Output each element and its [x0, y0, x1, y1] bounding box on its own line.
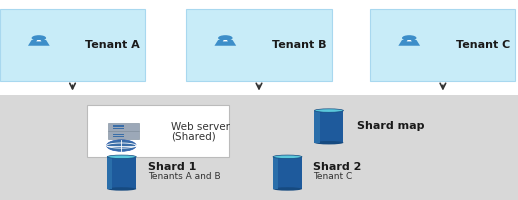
Text: Tenant B: Tenant B [272, 40, 326, 50]
Text: Shard 2: Shard 2 [313, 161, 362, 171]
Circle shape [402, 36, 416, 42]
Text: Tenant A: Tenant A [85, 40, 140, 50]
Text: Shard 1: Shard 1 [148, 161, 196, 171]
Bar [112, 136, 124, 137]
Bar [112, 134, 124, 135]
FancyBboxPatch shape [186, 10, 332, 82]
Bar [0, 96, 518, 200]
Bar [112, 126, 124, 127]
Bar [107, 157, 112, 189]
Circle shape [218, 36, 233, 42]
Bar [112, 128, 124, 129]
Polygon shape [223, 41, 228, 42]
FancyBboxPatch shape [108, 123, 139, 131]
Bar [107, 157, 136, 189]
FancyBboxPatch shape [370, 10, 515, 82]
Polygon shape [214, 41, 236, 46]
Ellipse shape [314, 141, 343, 145]
Circle shape [32, 36, 46, 42]
Polygon shape [28, 41, 50, 46]
Ellipse shape [314, 109, 343, 113]
FancyBboxPatch shape [0, 10, 145, 82]
Bar [0, 0, 518, 96]
Ellipse shape [107, 187, 136, 191]
Text: (Shared): (Shared) [171, 130, 215, 140]
Ellipse shape [107, 155, 136, 159]
Bar [314, 111, 320, 143]
Ellipse shape [273, 155, 302, 159]
Circle shape [107, 140, 136, 152]
FancyBboxPatch shape [87, 105, 229, 157]
Bar [273, 157, 302, 189]
Text: Web server: Web server [171, 122, 230, 132]
Text: Tenants A and B: Tenants A and B [148, 172, 220, 180]
Text: Tenant C: Tenant C [313, 172, 353, 180]
Bar [273, 157, 278, 189]
Ellipse shape [273, 187, 302, 191]
Polygon shape [398, 41, 420, 46]
Polygon shape [407, 41, 412, 42]
Polygon shape [36, 41, 41, 42]
Bar [314, 111, 343, 143]
FancyBboxPatch shape [108, 132, 139, 139]
Text: Tenant C: Tenant C [456, 40, 510, 50]
Text: Shard map: Shard map [357, 120, 425, 130]
